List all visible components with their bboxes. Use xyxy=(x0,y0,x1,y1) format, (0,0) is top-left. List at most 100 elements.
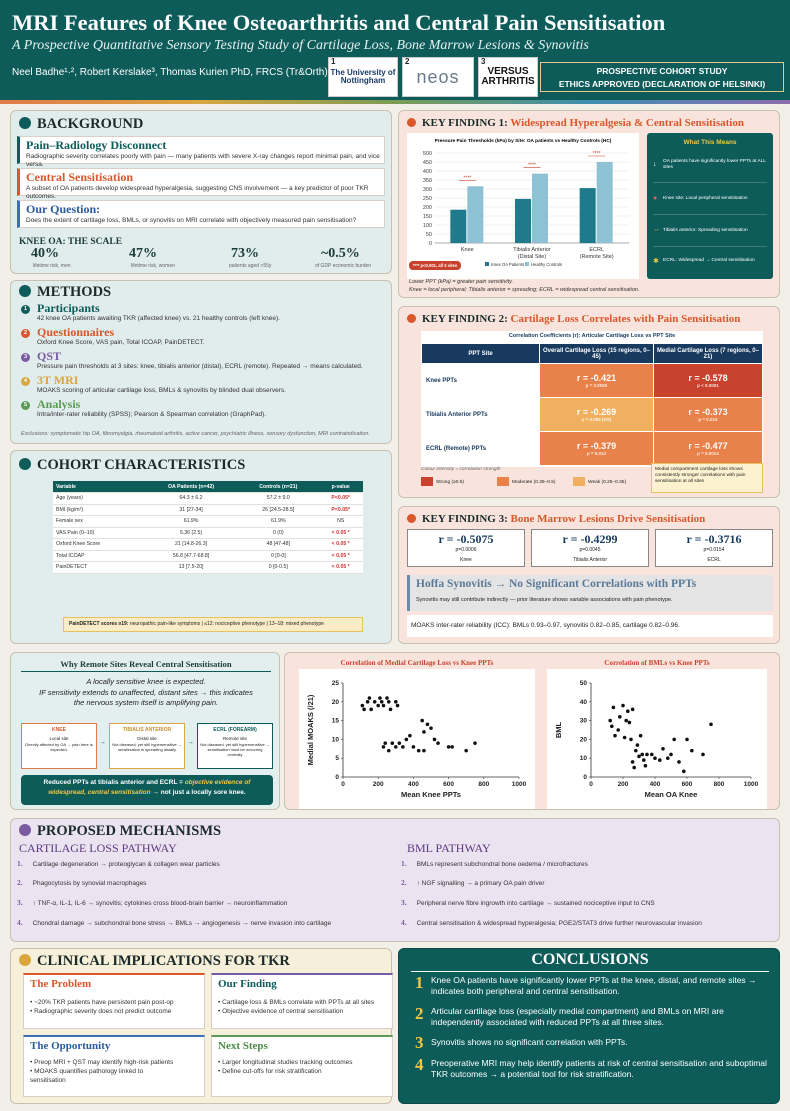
bg-heading-2: Central Sensitisation xyxy=(26,170,134,184)
data-point xyxy=(436,741,440,745)
scale-caption-1: lifetime risk, men xyxy=(33,263,71,269)
ppt-bar-chart: Pressure Pain Thresholds (kPa) by Site: … xyxy=(409,138,629,270)
y-tick-label: 0 xyxy=(335,774,339,781)
poster-title: MRI Features of Knee Osteoarthritis and … xyxy=(12,10,666,35)
data-point xyxy=(411,745,416,749)
conclusion-4: Preoperative MRI may help identify patie… xyxy=(431,1058,767,1080)
bg-heading-1: Pain–Radiology Disconnect xyxy=(26,138,167,152)
data-point xyxy=(464,748,468,753)
knee-site-box: KNEE Local site Directly affected by OA → … xyxy=(21,723,97,769)
data-point xyxy=(653,756,657,760)
mechanisms-title: PROPOSED MECHANISMS xyxy=(19,823,221,840)
conclusion-num-1: 1 xyxy=(415,973,424,992)
mechanisms-panel: PROPOSED MECHANISMS CARTILAGE LOSS PATHW… xyxy=(10,818,780,942)
cartilage-scatter: Correlation of Medial Cartilage Loss vs … xyxy=(299,659,535,809)
cohort-table: Variable OA Patients (n=42) Controls (n=21… xyxy=(53,481,363,574)
clinical-panel: CLINICAL IMPLICATIONS FOR TKR The Proble… xyxy=(10,948,393,1104)
bml-card-2: r = -0.4299 p=0.0045 Tibialis Anterior xyxy=(531,529,649,567)
method-text-1: 42 knee OA patients awaiting TKR (affect… xyxy=(37,315,280,322)
bar-oa xyxy=(515,198,531,243)
kf3-title: KEY FINDING 3: Bone Marrow Lesions Drive… xyxy=(407,513,705,525)
x-tick-label: 800 xyxy=(714,781,725,788)
data-point xyxy=(685,737,689,742)
kf2-cell-0a: r = -0.421 p = 0.0055 xyxy=(539,363,654,398)
bar-control xyxy=(467,186,484,243)
data-point xyxy=(432,737,437,742)
method-num-2: 2 xyxy=(21,329,30,338)
meaning-4: ECRL: Widespread → Central sensitisation xyxy=(663,258,755,263)
background-panel: BACKGROUND Pain–Radiology Disconnect Rad… xyxy=(10,110,392,274)
cohort-title: COHORT CHARACTERISTICS xyxy=(19,457,245,474)
poster-subtitle: A Prospective Quantitative Sensory Testi… xyxy=(12,38,589,53)
arrow-icon: → xyxy=(187,739,194,746)
hoffa-title: Hoffa Synovitis → No Significant Correla… xyxy=(416,578,697,590)
y-tick-label: 50 xyxy=(426,232,432,238)
data-point xyxy=(367,696,372,700)
data-point xyxy=(637,754,641,759)
paindetect-note: PainDETECT scores ≥19: neuropathic pain-… xyxy=(63,617,363,632)
data-point xyxy=(365,700,370,704)
y-tick-label: 400 xyxy=(423,169,432,175)
data-point xyxy=(630,760,635,764)
background-title: BACKGROUND xyxy=(19,116,143,133)
legend-item: Weak (0.25–0.35) xyxy=(573,477,626,487)
data-point xyxy=(388,707,393,712)
data-point xyxy=(408,733,412,738)
data-point xyxy=(395,703,400,708)
data-point xyxy=(630,707,635,712)
y-tick-label: 150 xyxy=(423,214,432,220)
y-tick-label: 350 xyxy=(423,178,432,184)
data-point xyxy=(650,752,654,757)
method-heading-3: QST xyxy=(37,349,62,363)
data-point xyxy=(404,737,409,742)
data-point xyxy=(360,703,365,708)
color-stripe xyxy=(0,100,790,104)
opportunity-box: The Opportunity • Preop MRI + QST may id… xyxy=(23,1035,205,1097)
bml-step-4: 4. Central sensitisation & widespread hyp… xyxy=(401,918,702,927)
data-point xyxy=(446,745,451,749)
data-point xyxy=(376,703,380,708)
methods-panel: METHODS 1 Participants 42 knee OA patien… xyxy=(10,280,392,444)
kf1-caption-2: Knee = local peripheral; Tibialis anteri… xyxy=(409,287,640,293)
kf2-note: Medial compartment cartilage loss shows … xyxy=(651,463,763,493)
data-point xyxy=(611,705,616,710)
table-row: Tibialis Anterior PPTs r = -0.269 p = 0.08… xyxy=(421,397,764,432)
y-tick-label: 50 xyxy=(580,680,588,687)
remote-conclusion: Reduced PPTs at tibialis anterior and EC… xyxy=(21,775,273,805)
x-tick-label: 400 xyxy=(408,781,419,788)
legend-label: Healthy Controls xyxy=(531,262,562,267)
data-point xyxy=(645,752,649,757)
data-point xyxy=(379,700,384,704)
table-row: Age (years) 64.3 ± 6.2 57.2 ± 9.0 P<0.05* xyxy=(53,492,363,505)
data-point xyxy=(643,763,648,768)
what-this-means-title: What This Means xyxy=(683,139,737,146)
scatter-1-svg: 0 200 400 600 800 1000 0 5 10 15 20 25 Mean Knee PPT… xyxy=(299,669,535,809)
method-num-3: 3 xyxy=(21,353,30,362)
bg-text-2: A subset of OA patients develop widespre… xyxy=(26,185,369,201)
method-text-2: Oxford Knee Score, VAS pain, Total ICOAP… xyxy=(37,339,205,346)
table-row: Total ICOAP 56.8 [47.7-68.8] 0 [0-0] < 0.05… xyxy=(53,550,363,562)
x-tick-label: 600 xyxy=(682,781,693,788)
y-tick-label: 0 xyxy=(583,774,587,781)
next-steps-box: Next Steps • Larger longitudinal studies… xyxy=(211,1035,393,1097)
category-label: ECRL xyxy=(589,247,604,253)
table-row: Knee PPTs r = -0.421 p = 0.0055 r = -0.578 p… xyxy=(421,363,764,398)
kf2-table-title: Correlation Coefficients (r): Articular … xyxy=(508,333,676,339)
sig-label: **** xyxy=(593,151,601,157)
data-point xyxy=(401,745,405,749)
data-point xyxy=(422,730,426,734)
legend-swatch xyxy=(485,262,489,266)
data-point xyxy=(709,722,713,727)
data-point xyxy=(690,748,694,753)
data-point xyxy=(635,743,640,747)
bg-heading-3: Our Question: xyxy=(26,202,101,216)
bml-card-3: r = -0.3716 p=0.0154 ECRL xyxy=(655,529,773,567)
cartilage-step-3: 3. ↑ TNF-α, IL-1, IL-6 → synovitis; cytok… xyxy=(17,898,288,907)
scatter-1-title: Correlation of Medial Cartilage Loss vs … xyxy=(340,659,494,667)
data-point xyxy=(624,718,628,723)
x-tick-label: 800 xyxy=(478,781,489,788)
conclusions-panel: CONCLUSIONS 1 Knee OA patients have sign… xyxy=(398,948,780,1104)
data-point xyxy=(473,741,477,745)
x-axis-label: Mean OA Knee xyxy=(645,790,698,799)
bar-control xyxy=(532,173,548,243)
